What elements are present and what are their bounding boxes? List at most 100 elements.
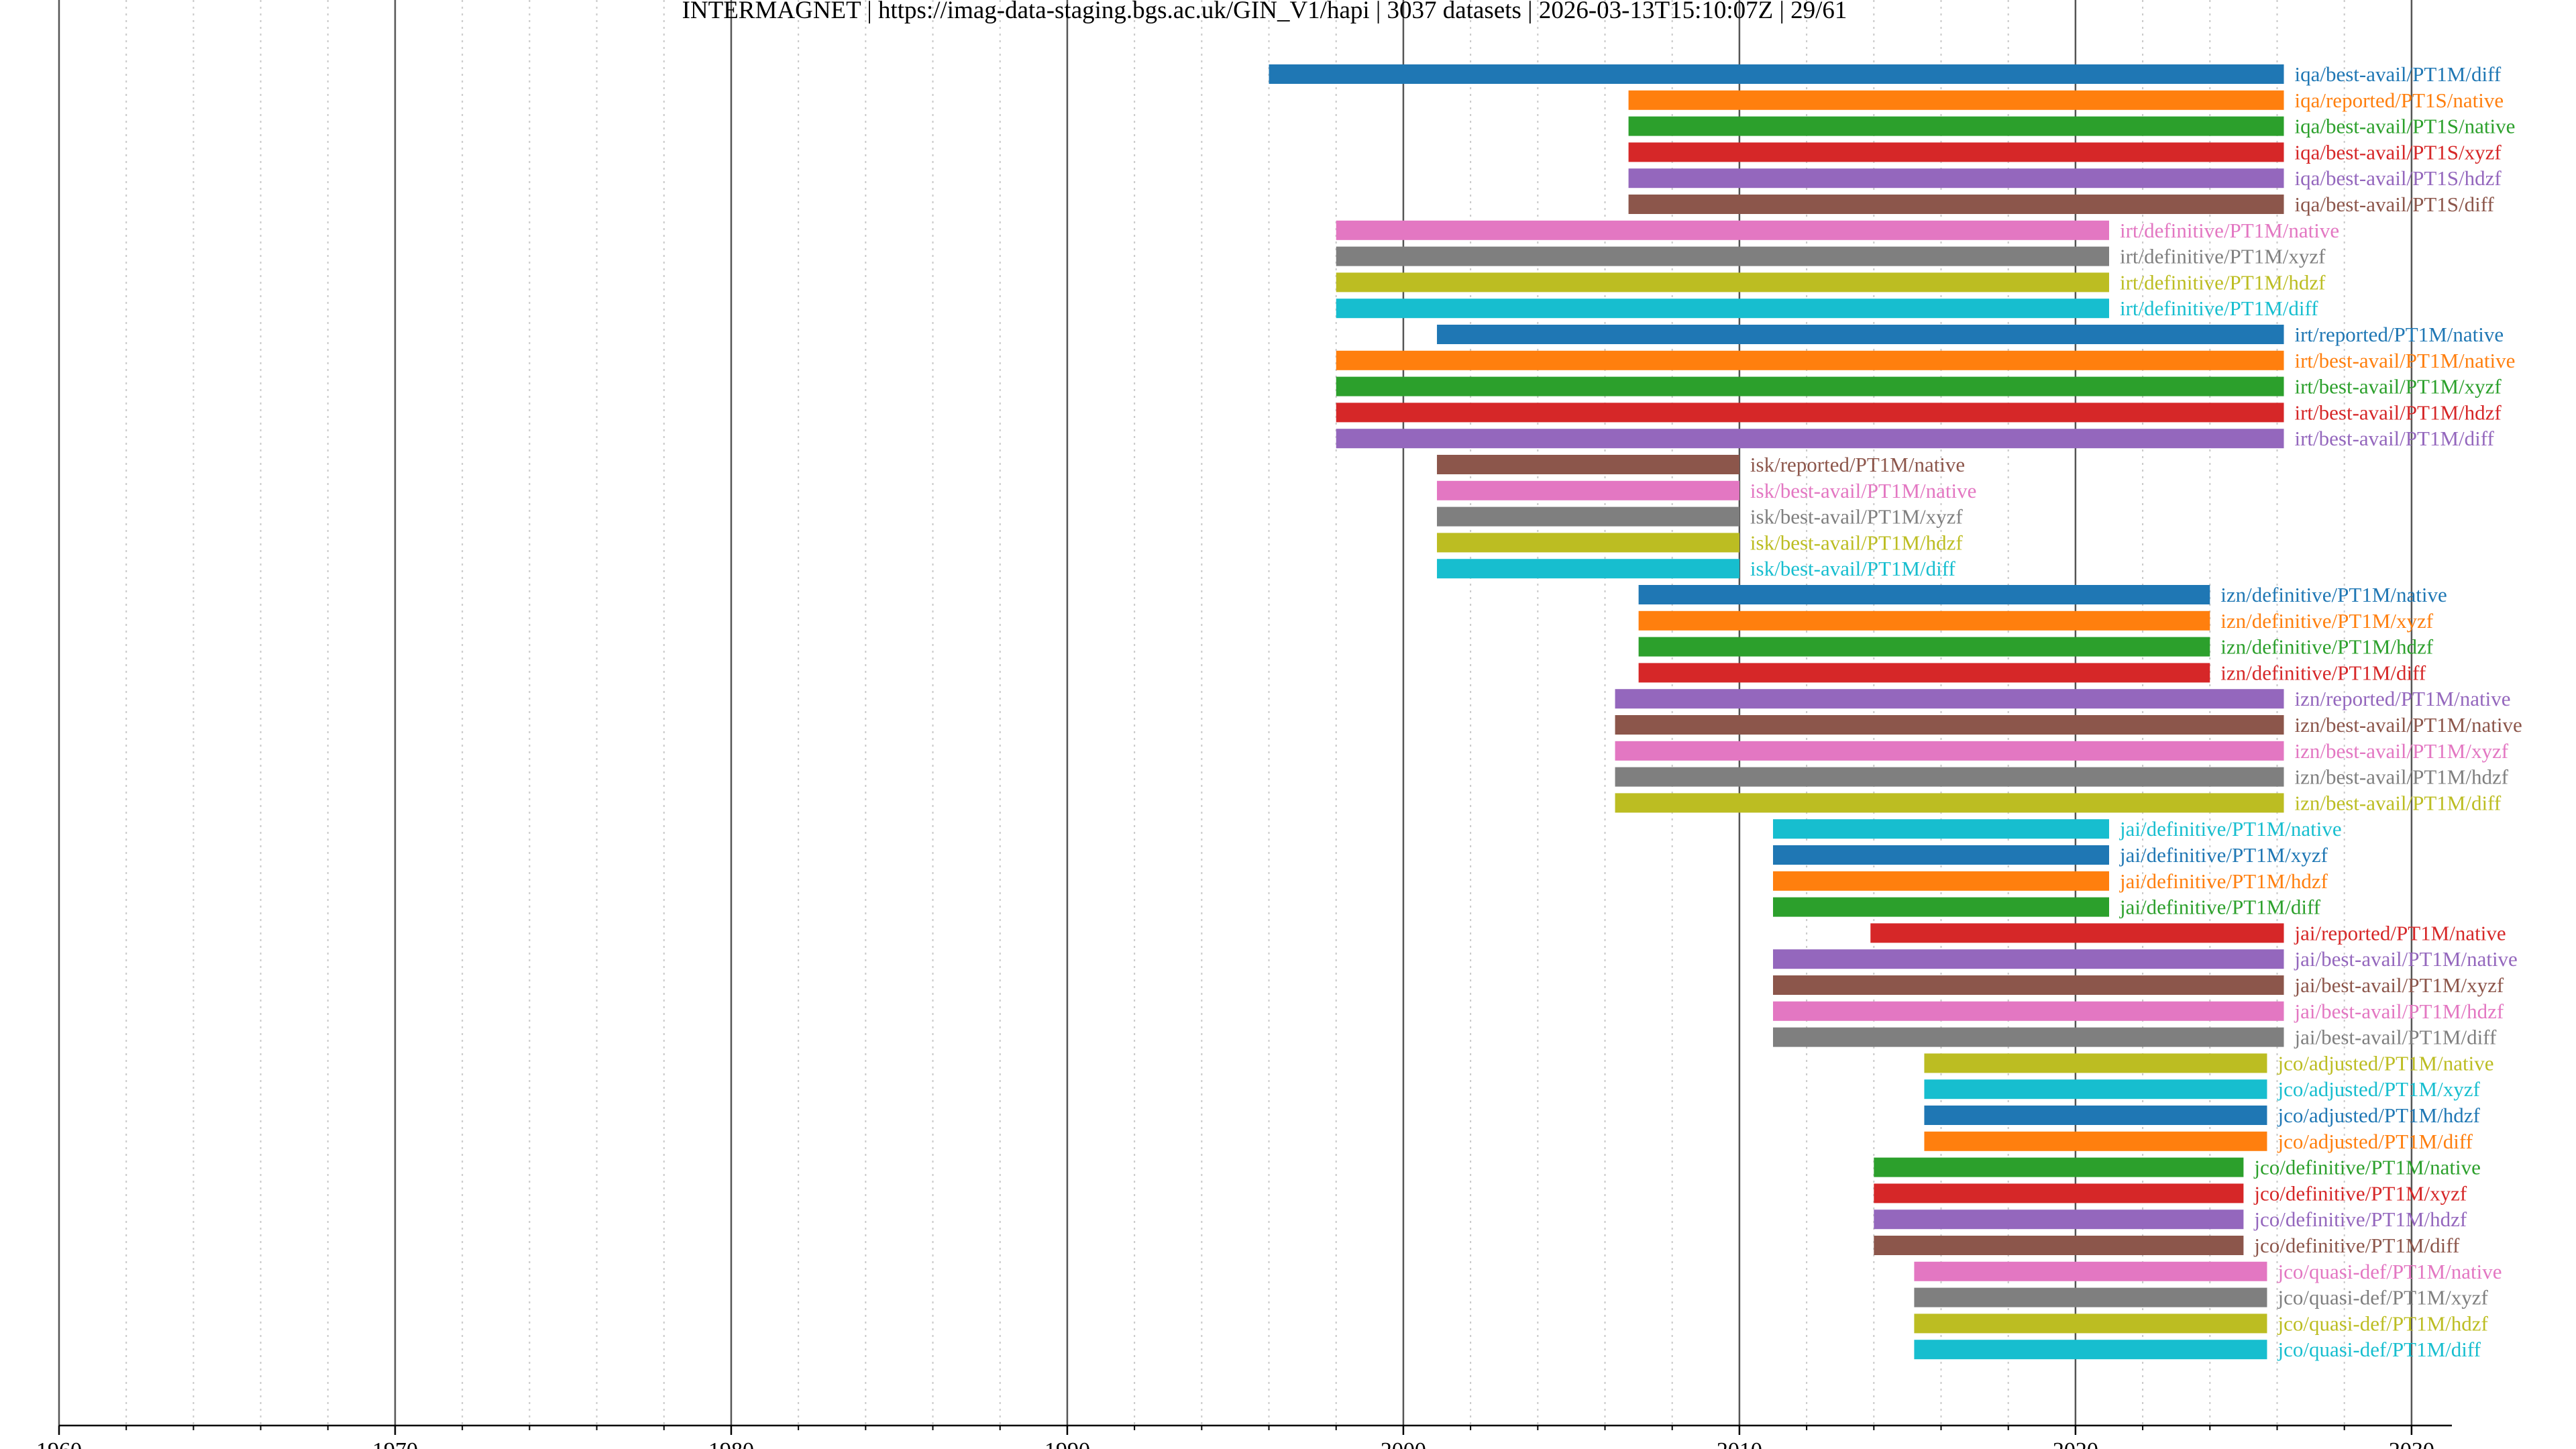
dataset-bar	[1773, 897, 2109, 917]
dataset-bar	[1773, 845, 2109, 865]
dataset-label: jco/definitive/PT1M/xyzf	[2253, 1181, 2467, 1205]
dataset-bar	[1773, 819, 2109, 839]
dataset-label: iqa/best-avail/PT1S/native	[2295, 115, 2516, 138]
dataset-bar	[1924, 1053, 2267, 1073]
dataset-label: jco/definitive/PT1M/diff	[2253, 1234, 2460, 1257]
dataset-label: jai/definitive/PT1M/native	[2119, 817, 2342, 841]
dataset-bar	[1914, 1313, 2267, 1334]
dataset-bar	[1615, 793, 2284, 813]
dataset-bar	[1336, 220, 2109, 240]
dataset-label: jco/definitive/PT1M/native	[2253, 1156, 2481, 1179]
dataset-bar	[1615, 689, 2284, 709]
dataset-label: iqa/reported/PT1S/native	[2295, 89, 2504, 112]
dataset-bar	[1773, 1001, 2284, 1021]
dataset-label: jco/definitive/PT1M/hdzf	[2253, 1208, 2467, 1231]
dataset-label: iqa/best-avail/PT1S/xyzf	[2295, 140, 2502, 164]
dataset-label: isk/best-avail/PT1M/native	[1750, 479, 1977, 502]
dataset-label: irt/best-avail/PT1M/diff	[2295, 427, 2495, 450]
x-axis: 1960 1970 1980 1990 2000 2010 2020 2030	[36, 1424, 2452, 1449]
dataset-bar	[1628, 168, 2284, 189]
dataset-bar	[1336, 246, 2109, 266]
dataset-label: jai/definitive/PT1M/xyzf	[2119, 843, 2328, 867]
dataset-label: jco/adjusted/PT1M/xyzf	[2277, 1077, 2480, 1101]
dataset-label: irt/best-avail/PT1M/hdzf	[2295, 400, 2502, 424]
dataset-bar	[1615, 767, 2284, 787]
dataset-bar	[1874, 1210, 2244, 1230]
dataset-bar	[1437, 506, 1739, 527]
x-tick-label: 1980	[708, 1438, 754, 1449]
dataset-label: isk/best-avail/PT1M/hdzf	[1750, 531, 1964, 554]
dataset-label: jai/best-avail/PT1M/diff	[2294, 1026, 2497, 1049]
dataset-bar	[1638, 585, 2210, 604]
dataset-label: jco/adjusted/PT1M/native	[2277, 1051, 2493, 1075]
dataset-label: izn/best-avail/PT1M/diff	[2295, 791, 2502, 814]
dataset-bar	[1336, 299, 2109, 319]
dataset-bar	[1615, 741, 2284, 761]
dataset-label: izn/definitive/PT1M/xyzf	[2220, 609, 2434, 633]
dataset-bars: iqa/best-avail/PT1M/diff iqa/reported/PT1…	[1269, 62, 2522, 1361]
dataset-label: jai/definitive/PT1M/diff	[2119, 896, 2321, 919]
dataset-label: isk/best-avail/PT1M/diff	[1750, 557, 1956, 580]
dataset-bar	[1874, 1236, 2244, 1255]
dataset-label: irt/definitive/PT1M/hdzf	[2120, 270, 2326, 294]
dataset-label: iqa/best-avail/PT1S/hdzf	[2295, 166, 2502, 190]
dataset-bar	[1269, 64, 2284, 84]
x-tick-label: 2030	[2389, 1438, 2434, 1449]
dataset-bar	[1924, 1079, 2267, 1099]
x-tick-label: 2010	[1717, 1438, 1762, 1449]
dataset-label: jco/quasi-def/PT1M/diff	[2277, 1338, 2481, 1361]
dataset-label: izn/definitive/PT1M/native	[2220, 583, 2447, 606]
dataset-label: jai/definitive/PT1M/hdzf	[2119, 869, 2328, 893]
dataset-label: jco/quasi-def/PT1M/xyzf	[2277, 1286, 2488, 1309]
dataset-bar	[1638, 610, 2210, 631]
dataset-label: irt/definitive/PT1M/xyzf	[2120, 245, 2326, 268]
dataset-bar	[1773, 949, 2284, 969]
dataset-label: jco/quasi-def/PT1M/native	[2277, 1260, 2502, 1283]
dataset-bar	[1336, 376, 2284, 396]
dataset-label: isk/best-avail/PT1M/xyzf	[1750, 505, 1964, 529]
dataset-label: izn/best-avail/PT1M/native	[2295, 713, 2522, 737]
dataset-bar	[1773, 871, 2109, 891]
dataset-bar	[1437, 325, 2284, 344]
dataset-label: irt/best-avail/PT1M/xyzf	[2295, 375, 2502, 398]
dataset-bar	[1628, 142, 2284, 162]
dataset-bar	[1336, 272, 2109, 292]
dataset-label: iqa/best-avail/PT1M/diff	[2295, 62, 2502, 86]
dataset-label: jai/best-avail/PT1M/native	[2294, 947, 2518, 971]
dataset-label: izn/best-avail/PT1M/xyzf	[2295, 739, 2509, 763]
dataset-label: irt/definitive/PT1M/diff	[2120, 297, 2318, 320]
x-tick-label: 1960	[36, 1438, 82, 1449]
dataset-bar	[1437, 533, 1739, 553]
dataset-label: jco/quasi-def/PT1M/hdzf	[2277, 1311, 2488, 1335]
dataset-bar	[1336, 350, 2284, 370]
dataset-bar	[1874, 1157, 2244, 1177]
dataset-bar	[1437, 559, 1739, 579]
dataset-bar	[1773, 975, 2284, 995]
dataset-label: izn/definitive/PT1M/hdzf	[2220, 635, 2434, 659]
dataset-bar	[1437, 455, 1739, 474]
x-tick-label: 2020	[2053, 1438, 2098, 1449]
dataset-bar	[1638, 663, 2210, 683]
dataset-label: izn/best-avail/PT1M/hdzf	[2295, 765, 2509, 789]
dataset-label: jai/best-avail/PT1M/hdzf	[2294, 1000, 2504, 1023]
x-tick-label: 1990	[1044, 1438, 1090, 1449]
dataset-bar	[1773, 1027, 2284, 1047]
dataset-bar	[1914, 1261, 2267, 1281]
chart-title: INTERMAGNET | https://imag-data-staging.…	[682, 0, 1847, 24]
dataset-bar	[1437, 480, 1739, 500]
x-tick-label: 2000	[1381, 1438, 1426, 1449]
dataset-bar	[1615, 715, 2284, 735]
dataset-bar	[1336, 402, 2284, 423]
dataset-label: iqa/best-avail/PT1S/diff	[2295, 193, 2495, 216]
dataset-label: jai/best-avail/PT1M/xyzf	[2294, 973, 2504, 997]
dataset-bar	[1874, 1183, 2244, 1203]
dataset-label: isk/reported/PT1M/native	[1750, 453, 1965, 476]
dataset-label: jai/reported/PT1M/native	[2294, 921, 2506, 945]
dataset-label: jco/adjusted/PT1M/diff	[2277, 1130, 2473, 1153]
dataset-bar	[1870, 923, 2284, 943]
dataset-bar	[1638, 637, 2210, 657]
dataset-bar	[1628, 90, 2284, 110]
dataset-bar	[1914, 1287, 2267, 1307]
dataset-label: izn/reported/PT1M/native	[2295, 687, 2511, 710]
